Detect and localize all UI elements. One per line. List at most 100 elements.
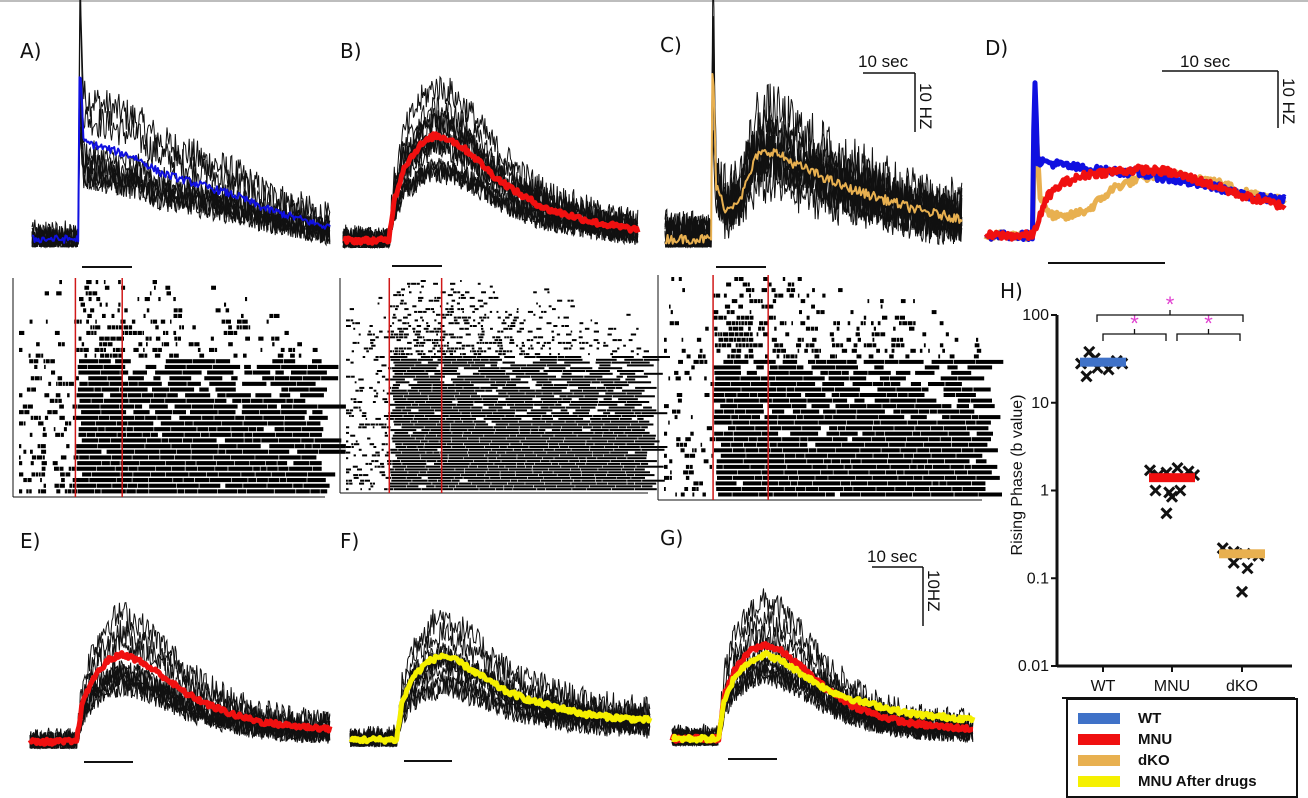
spike (542, 392, 553, 395)
spike (414, 310, 418, 313)
spike (412, 479, 428, 482)
spike (939, 343, 944, 348)
spike (77, 489, 94, 494)
spike (477, 322, 481, 325)
spike (565, 437, 591, 440)
spike (950, 415, 972, 420)
spike (440, 370, 457, 372)
spike (293, 461, 310, 466)
spike (490, 476, 501, 479)
spike (369, 325, 373, 327)
spike (118, 280, 121, 285)
spike (850, 481, 868, 486)
h-group-dko (1216, 542, 1265, 598)
spike (791, 321, 793, 326)
spike (617, 339, 622, 342)
spike (132, 370, 147, 375)
spike (368, 330, 371, 333)
spike (502, 319, 505, 322)
spike (714, 332, 718, 337)
spike (381, 465, 385, 468)
scale-rate-c: 10 HZ (916, 83, 935, 129)
spike (691, 487, 696, 491)
spike (571, 448, 590, 451)
spike (392, 465, 406, 468)
spike (791, 282, 795, 287)
spike (833, 470, 848, 475)
spike (436, 423, 450, 426)
spike (400, 460, 426, 463)
spike (519, 353, 523, 356)
spike (165, 472, 189, 477)
spike (455, 384, 474, 387)
spike (898, 475, 913, 480)
spike (924, 365, 940, 370)
spike (228, 325, 232, 330)
spike (476, 474, 485, 477)
spike (76, 444, 98, 449)
spike (669, 321, 674, 326)
spike (642, 485, 653, 488)
spike (373, 446, 377, 448)
spike (675, 492, 677, 497)
spike (428, 440, 439, 443)
spike (243, 421, 268, 426)
spike (691, 365, 695, 370)
spike (454, 420, 463, 423)
spike (47, 410, 52, 415)
x-stroke (1160, 507, 1173, 520)
spike (968, 470, 992, 475)
spike (900, 299, 906, 304)
spike (505, 465, 517, 468)
spike (434, 299, 440, 302)
spike (554, 448, 571, 451)
data-point-x-marker (1149, 484, 1162, 497)
spike (723, 293, 727, 298)
spike (60, 455, 67, 460)
spike (90, 325, 93, 330)
spike (30, 449, 33, 454)
spike (451, 378, 464, 381)
spike (685, 475, 690, 480)
legend-label-dko: dKO (1138, 751, 1170, 769)
spike (559, 446, 569, 448)
spike (790, 288, 796, 293)
spike (365, 462, 369, 465)
spike (19, 444, 22, 449)
spike (401, 288, 405, 291)
spike (393, 333, 399, 336)
spike (188, 342, 194, 347)
spike (614, 327, 617, 330)
spike (797, 348, 800, 353)
spike (564, 361, 590, 364)
spike (714, 420, 732, 425)
spike (944, 475, 957, 480)
spike (794, 420, 818, 425)
spike (176, 449, 191, 454)
spike (29, 489, 32, 494)
spike (185, 421, 193, 426)
spike (156, 466, 171, 471)
spike (446, 344, 449, 347)
spike (110, 353, 112, 358)
spike (357, 468, 362, 471)
spike (314, 438, 342, 443)
spike (454, 476, 463, 479)
spike (511, 378, 521, 381)
spike (160, 319, 166, 324)
spike (867, 404, 882, 409)
spike (395, 305, 399, 308)
spike (310, 489, 320, 494)
spike (281, 387, 289, 392)
spike (378, 423, 384, 426)
spike (30, 376, 34, 381)
spike (41, 353, 44, 358)
spike (759, 398, 772, 403)
spike (267, 483, 293, 488)
spike (859, 393, 887, 397)
spike (749, 293, 751, 298)
spike (596, 386, 606, 389)
spike (874, 365, 884, 370)
spike (450, 282, 456, 285)
spike (726, 398, 734, 403)
